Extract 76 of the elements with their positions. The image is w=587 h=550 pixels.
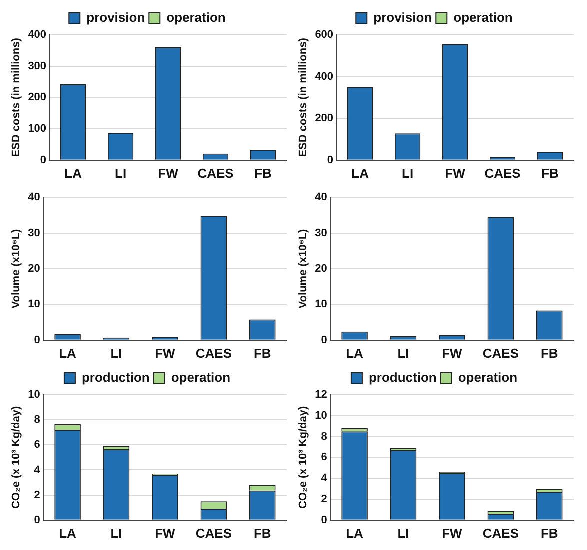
y-tick-label: 0 — [327, 154, 334, 166]
x-tick-label: LA — [59, 526, 78, 541]
y-axis-title: CO₂e (x 10³ Kg/day) — [298, 406, 310, 510]
y-axis-title: Volume (x10⁶L) — [10, 228, 23, 309]
y-tick-label: 400 — [315, 70, 334, 83]
y-tick-label: 4 — [34, 464, 42, 476]
x-tick-label: CAES — [198, 166, 234, 181]
y-axis-title: ESD costs (in millions) — [298, 38, 310, 158]
y-axis-title: CO₂e (x 10³ Kg/day) — [10, 406, 23, 510]
x-tick-label: LA — [59, 346, 78, 361]
y-tick-label: 300 — [28, 60, 47, 72]
y-tick-label: 0 — [34, 514, 40, 526]
y-tick-label: 600 — [315, 29, 334, 42]
x-tick-label: FB — [254, 526, 272, 541]
x-tick-label: FW — [442, 526, 464, 541]
x-tick-label: CAES — [196, 526, 232, 541]
x-tick-label: LA — [64, 166, 83, 181]
x-tick-label: LI — [402, 166, 414, 181]
x-tick-label: FW — [155, 346, 176, 361]
y-tick-label: 40 — [28, 192, 40, 204]
y-tick-label: 200 — [28, 92, 47, 104]
x-tick-label: LA — [352, 166, 370, 181]
x-tick-label: FB — [254, 346, 272, 361]
x-tick-label: CAES — [482, 346, 520, 361]
y-tick-label: 400 — [28, 29, 47, 42]
y-tick-label: 40 — [315, 192, 328, 204]
y-tick-label: 0 — [321, 514, 328, 526]
legend-label: operation — [171, 370, 231, 386]
y-tick-label: 0 — [321, 334, 328, 346]
y-tick-label: 10 — [28, 298, 40, 311]
x-tick-label: FB — [542, 166, 559, 181]
x-tick-label: LI — [110, 346, 122, 361]
x-tick-label: LI — [110, 526, 122, 541]
x-tick-label: LA — [346, 526, 364, 541]
legend-label: operation — [166, 10, 226, 26]
x-tick-label: CAES — [196, 346, 232, 361]
y-tick-label: 100 — [28, 123, 47, 136]
y-tick-label: 6 — [321, 452, 328, 464]
y-tick-label: 0 — [34, 334, 40, 346]
x-tick-label: LI — [115, 166, 127, 181]
x-tick-label: FB — [254, 166, 272, 181]
legend-label: production — [82, 370, 150, 386]
x-tick-label: FB — [540, 526, 558, 541]
x-tick-label: CAES — [484, 166, 522, 181]
y-axis-title: ESD costs (in millions) — [10, 38, 23, 158]
y-tick-label: 2 — [34, 489, 40, 502]
x-tick-label: FB — [540, 346, 558, 361]
x-tick-label: LI — [398, 526, 410, 541]
legend-label: operation — [454, 10, 513, 26]
legend-label: provision — [86, 10, 146, 26]
y-tick-label: 6 — [34, 439, 40, 452]
y-tick-label: 8 — [34, 414, 40, 426]
y-tick-label: 200 — [315, 112, 334, 125]
y-tick-label: 12 — [315, 389, 328, 402]
x-tick-label: LI — [398, 346, 410, 361]
legend-label: provision — [374, 10, 432, 26]
x-tick-label: CAES — [482, 526, 520, 541]
y-tick-label: 4 — [321, 472, 328, 485]
x-tick-label: FW — [158, 166, 180, 181]
y-tick-label: 10 — [28, 389, 40, 402]
y-tick-label: 10 — [315, 410, 328, 422]
y-axis-title: Volume (x10⁶L) — [298, 228, 310, 309]
x-tick-label: FW — [442, 346, 464, 361]
y-tick-label: 30 — [28, 227, 40, 240]
y-tick-label: 10 — [315, 298, 328, 311]
x-tick-label: LA — [346, 346, 364, 361]
y-tick-label: 30 — [315, 227, 328, 240]
x-tick-label: FW — [445, 166, 466, 181]
y-tick-label: 20 — [28, 263, 40, 276]
y-tick-label: 2 — [321, 494, 328, 506]
x-tick-label: FW — [155, 526, 176, 541]
y-tick-label: 0 — [40, 154, 47, 166]
legend-label: operation — [458, 370, 518, 386]
y-tick-label: 20 — [315, 263, 328, 276]
y-tick-label: 8 — [321, 430, 328, 443]
legend-label: production — [368, 370, 437, 386]
